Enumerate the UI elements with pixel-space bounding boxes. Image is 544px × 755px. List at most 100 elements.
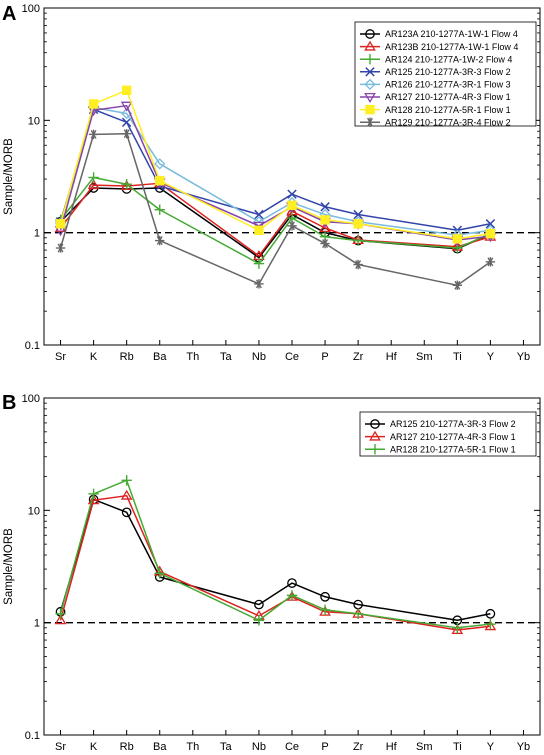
x-tick-label: Y xyxy=(487,351,495,363)
legend-item: AR123A 210-1277A-1W-1 Flow 4 xyxy=(360,29,518,39)
x-tick-label: Yb xyxy=(517,351,530,363)
marker-triangle-up xyxy=(54,614,67,625)
marker-asterisk xyxy=(452,280,463,290)
legend-label: AR128 210-1277A-5R-1 Flow 1 xyxy=(385,105,511,115)
marker-asterisk xyxy=(353,259,363,270)
y-tick-label: 1 xyxy=(34,618,40,630)
series-line xyxy=(59,182,491,257)
series-group xyxy=(55,129,496,290)
marker-plus xyxy=(485,618,496,630)
marker-cross xyxy=(353,209,363,220)
series-line xyxy=(59,187,491,259)
marker-cross xyxy=(287,189,297,199)
marker-plus xyxy=(88,488,99,500)
marker-cross xyxy=(121,117,132,128)
x-tick-label: Hf xyxy=(386,351,398,363)
marker-asterisk xyxy=(88,129,99,140)
marker-circle xyxy=(121,507,132,518)
marker-stroke xyxy=(320,202,330,212)
marker-plus xyxy=(121,475,132,486)
legend-item: AR129 210-1277A-3R-4 Flow 2 xyxy=(360,117,511,127)
marker-plus xyxy=(88,172,99,183)
marker-square xyxy=(320,215,330,225)
x-tick-label: Nb xyxy=(252,741,266,753)
marker-plus xyxy=(253,615,265,626)
y-tick-label: 0.1 xyxy=(25,730,40,742)
marker-triangle-up xyxy=(319,605,331,616)
x-tick-label: Ti xyxy=(453,741,462,753)
legend: AR123A 210-1277A-1W-1 Flow 4 AR123B 210-1… xyxy=(354,21,537,127)
series-group xyxy=(55,494,496,626)
marker-plus xyxy=(319,604,331,616)
marker-square xyxy=(365,104,375,115)
marker-stroke xyxy=(121,117,132,128)
marker-asterisk xyxy=(121,129,132,139)
marker-plus xyxy=(352,608,364,619)
series-group xyxy=(54,489,497,635)
x-tick-label: Y xyxy=(487,741,495,753)
legend-label: AR125 210-1277A-3R-3 Flow 2 xyxy=(385,67,511,77)
y-tick-label: 1 xyxy=(34,228,40,240)
marker-square xyxy=(452,234,463,244)
marker-circle xyxy=(287,578,297,588)
marker-triangle-up xyxy=(120,489,133,500)
marker-asterisk xyxy=(287,221,297,231)
series-line xyxy=(59,89,491,240)
marker-triangle-up xyxy=(451,624,464,635)
marker-square xyxy=(55,219,66,229)
legend-label: AR127 210-1277A-4R-3 Flow 1 xyxy=(385,92,511,102)
x-tick-label: Ce xyxy=(285,741,299,753)
marker-circle xyxy=(485,608,496,619)
marker-square xyxy=(353,219,363,229)
legend-box xyxy=(354,21,537,127)
series-line xyxy=(59,498,491,622)
marker-cross xyxy=(254,209,264,220)
x-tick-label: Rb xyxy=(120,351,134,363)
legend-item: AR127 210-1277A-4R-3 Flow 1 xyxy=(365,430,516,442)
x-tick-label: Sm xyxy=(416,351,433,363)
series-line xyxy=(59,108,491,232)
legend-item: AR124 210-1277A-1W-2 Flow 4 xyxy=(360,54,512,65)
panel-label: B xyxy=(2,392,16,414)
series-group xyxy=(55,85,496,244)
series-line xyxy=(59,106,491,236)
x-tick-label: Sr xyxy=(55,741,66,753)
legend-item: AR123B 210-1277A-1W-1 Flow 4 xyxy=(360,40,518,52)
legend-label: AR125 210-1277A-3R-3 Flow 2 xyxy=(390,419,516,429)
marker-asterisk xyxy=(254,279,264,289)
marker-square xyxy=(254,225,264,235)
panel-b: B 0.1 1 10 100 Sample/MORB Sr K Rb Ba Th Ta Nb Ce P Zr H… xyxy=(2,392,541,753)
series-line xyxy=(59,132,491,287)
marker-triangle-up xyxy=(364,40,376,51)
legend-item: AR126 210-1277A-3R-1 Flow 3 xyxy=(360,78,511,91)
marker-circle xyxy=(365,29,375,39)
marker-asterisk xyxy=(55,243,66,253)
x-tick-label: K xyxy=(90,351,98,363)
x-tick-label: K xyxy=(90,741,98,753)
marker-plus xyxy=(154,568,165,579)
marker-plus xyxy=(55,608,66,619)
panel-label: A xyxy=(2,3,16,25)
x-tick-label: Nb xyxy=(252,351,266,363)
marker-plus xyxy=(253,258,265,269)
x-tick-label: Zr xyxy=(353,351,364,363)
legend-item: AR125 210-1277A-3R-3 Flow 2 xyxy=(365,419,516,429)
marker-plus xyxy=(121,179,132,190)
legend-label: AR124 210-1277A-1W-2 Flow 4 xyxy=(385,54,512,64)
series-line xyxy=(59,176,491,265)
marker-square xyxy=(121,85,132,96)
marker-asterisk xyxy=(485,257,496,267)
x-tick-label: P xyxy=(321,741,328,753)
legend-item: AR128 210-1277A-5R-1 Flow 1 xyxy=(360,105,511,115)
marker-triangle-up xyxy=(369,430,381,441)
marker-asterisk xyxy=(320,238,330,249)
legend-label: AR123A 210-1277A-1W-1 Flow 4 xyxy=(385,29,518,39)
marker-stroke xyxy=(353,209,363,220)
series-line xyxy=(59,479,491,629)
x-tick-label: Hf xyxy=(386,741,398,753)
marker-stroke xyxy=(287,189,297,199)
y-axis-title: Sample/MORB xyxy=(3,528,15,605)
marker-plus xyxy=(452,622,463,634)
marker-circle xyxy=(320,591,330,602)
x-tick-label: Ti xyxy=(453,351,462,363)
